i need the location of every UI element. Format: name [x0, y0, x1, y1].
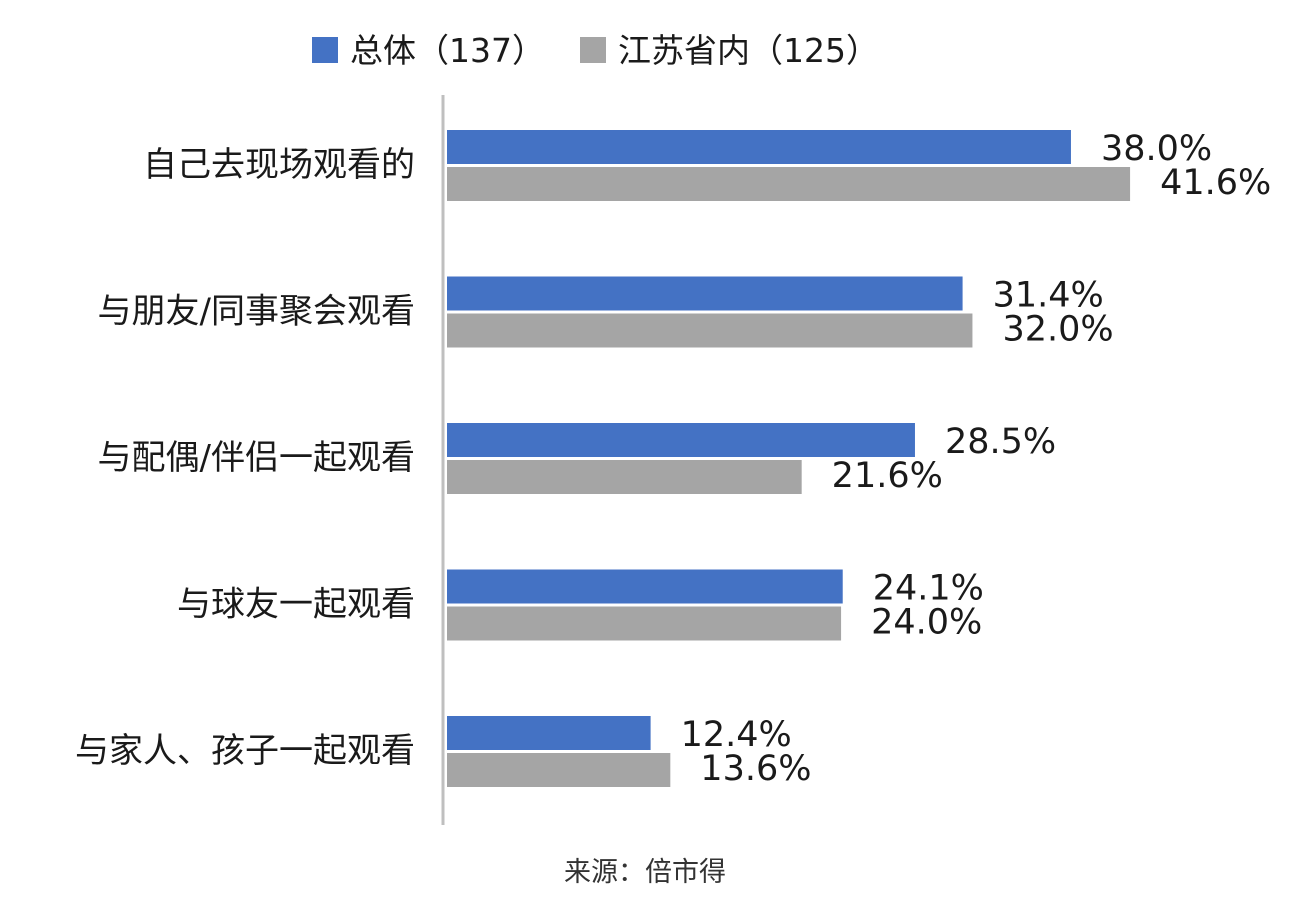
bar-jiangsu	[447, 460, 802, 494]
bar-overall	[447, 130, 1071, 164]
bar-overall	[447, 716, 651, 750]
value-label-overall: 24.1%	[873, 569, 984, 609]
bar-overall	[447, 423, 915, 457]
legend-swatch-jiangsu	[580, 37, 606, 63]
value-label-overall: 28.5%	[945, 422, 1056, 462]
category-labels: 自己去现场观看的与朋友/同事聚会观看与配偶/伴侣一起观看与球友一起观看与家人、孩…	[75, 145, 415, 771]
category-label: 自己去现场观看的	[143, 145, 415, 185]
legend: 总体（137） 江苏省内（125）	[312, 31, 879, 70]
bar-overall	[447, 276, 963, 311]
bar-jiangsu	[447, 753, 671, 787]
value-label-jiangsu: 32.0%	[1002, 310, 1113, 350]
bars	[447, 130, 1131, 787]
value-label-overall: 38.0%	[1101, 129, 1212, 169]
category-label: 与配偶/伴侣一起观看	[98, 438, 415, 478]
value-label-jiangsu: 41.6%	[1160, 163, 1271, 203]
legend-swatch-overall	[312, 37, 338, 63]
value-label-jiangsu: 13.6%	[700, 749, 811, 789]
bar-jiangsu	[447, 606, 842, 641]
bar-jiangsu	[447, 167, 1131, 201]
value-labels: 38.0%41.6% 31.4%32.0% 28.5%21.6% 24.1%24.0%…	[681, 129, 1272, 789]
category-label: 与球友一起观看	[177, 585, 415, 625]
legend-label-overall: 总体（137）	[350, 31, 545, 70]
category-label: 与朋友/同事聚会观看	[98, 292, 415, 332]
source-text: 来源：倍市得	[564, 857, 726, 888]
value-label-overall: 12.4%	[681, 715, 792, 755]
value-label-overall: 31.4%	[993, 276, 1104, 316]
value-label-jiangsu: 24.0%	[871, 603, 982, 643]
category-label: 与家人、孩子一起观看	[75, 731, 415, 771]
legend-label-jiangsu: 江苏省内（125）	[618, 31, 879, 70]
bar-overall	[447, 569, 843, 604]
bar-jiangsu	[447, 313, 973, 348]
value-label-jiangsu: 21.6%	[832, 456, 943, 496]
